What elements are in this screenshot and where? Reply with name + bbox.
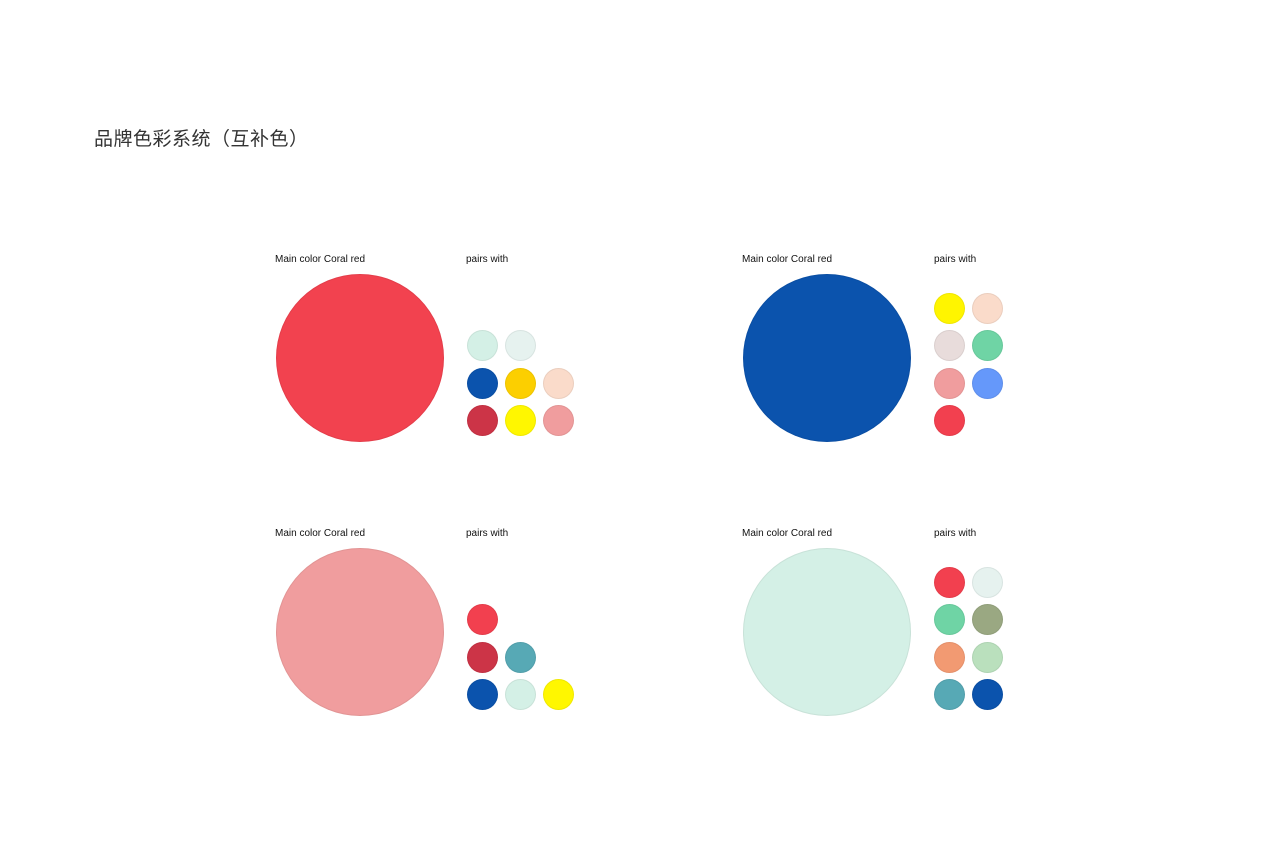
color-swatch (972, 604, 1003, 635)
main-color-label: Main color Coral red (275, 254, 366, 265)
color-swatch (505, 641, 536, 673)
color-swatch (543, 405, 574, 436)
color-swatch (972, 330, 1003, 361)
color-swatch (972, 292, 1003, 324)
color-swatch (934, 330, 965, 361)
color-swatch (934, 604, 965, 635)
color-swatch (467, 641, 498, 673)
color-swatch (972, 566, 1003, 598)
color-swatch (972, 679, 1003, 710)
color-swatch (934, 679, 965, 710)
pairs-with-label: pairs with (934, 528, 977, 539)
color-panel-3: Main color Coral red pairs with (275, 528, 615, 728)
color-swatch (505, 679, 536, 710)
pairs-with-label: pairs with (934, 254, 977, 265)
main-color-circle (743, 548, 911, 716)
color-swatch (972, 641, 1003, 673)
color-swatch (467, 367, 498, 399)
color-swatch (972, 367, 1003, 399)
color-swatch (543, 367, 574, 399)
color-swatch (934, 367, 965, 399)
color-panel-1: Main color Coral red pairs with (275, 254, 615, 454)
color-swatch (934, 405, 965, 436)
color-panel-2: Main color Coral red pairs with (742, 254, 1082, 454)
color-swatch (505, 330, 536, 361)
color-panel-4: Main color Coral red pairs with (742, 528, 1082, 728)
main-color-label: Main color Coral red (742, 528, 833, 539)
main-color-circle (276, 548, 444, 716)
color-swatch (934, 641, 965, 673)
main-color-label: Main color Coral red (742, 254, 833, 265)
main-color-circle (276, 274, 444, 442)
color-swatch (505, 405, 536, 436)
color-swatch (467, 604, 498, 635)
color-swatch (467, 405, 498, 436)
color-swatch (505, 367, 536, 399)
main-color-label: Main color Coral red (275, 528, 366, 539)
main-color-circle (743, 274, 911, 442)
color-swatch (543, 679, 574, 710)
color-swatch (934, 566, 965, 598)
color-swatch (934, 292, 965, 324)
color-swatch (467, 679, 498, 710)
page-title: 品牌色彩系统（互补色） (94, 128, 309, 150)
color-swatch (467, 330, 498, 361)
pairs-with-label: pairs with (466, 254, 509, 265)
pairs-with-label: pairs with (466, 528, 509, 539)
